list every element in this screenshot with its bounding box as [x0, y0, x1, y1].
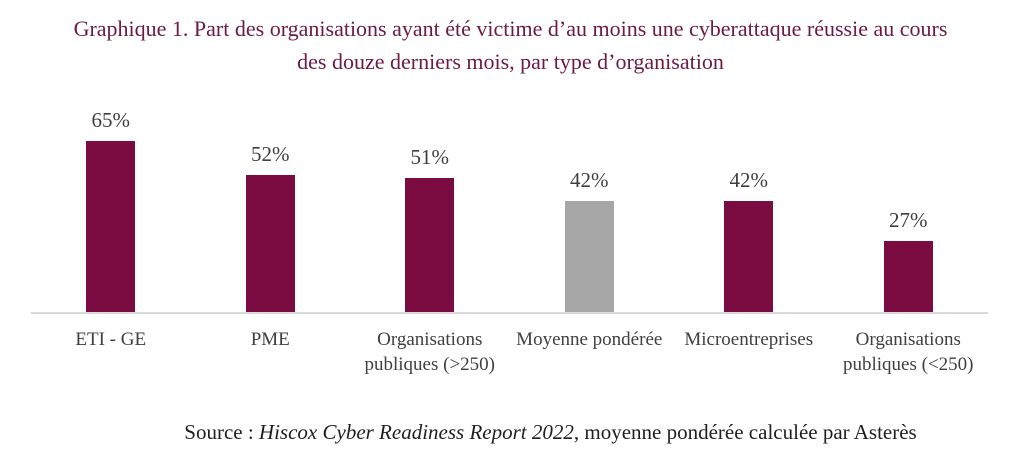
category-label: PME [250, 329, 290, 350]
bar-value-label: 65% [91, 108, 131, 132]
bar [883, 241, 933, 312]
category-label: Moyenne pondérée [516, 329, 663, 350]
bar [405, 178, 455, 312]
bar-slot: 42% [510, 98, 670, 312]
category-label: ETI - GE [75, 329, 147, 350]
bar-slot: 42% [669, 98, 829, 312]
chart-title-line2: des douze derniers mois, par type d’orga… [297, 49, 724, 74]
bar-slot: 27% [829, 98, 989, 312]
plot-area: 65% 52% 51% 42% 42% 27% [31, 98, 988, 314]
source-prefix: Source : [184, 420, 259, 444]
chart-title-line1: Graphique 1. Part des organisations ayan… [73, 16, 948, 41]
bar [724, 201, 774, 312]
category-label: Organisations publiques (>250) [364, 329, 495, 375]
bar-slot: 65% [31, 98, 191, 312]
bar [564, 201, 614, 312]
category-axis: ETI - GE PME Organisations publiques (>250… [31, 314, 988, 377]
bar-slot: 52% [191, 98, 351, 312]
bar-value-label: 42% [729, 168, 769, 192]
bar-slot: 51% [350, 98, 510, 312]
bar [86, 141, 136, 312]
source-suffix: , moyenne pondérée calculée par Asterès [573, 420, 917, 444]
chart-title: Graphique 1. Part des organisations ayan… [0, 0, 1021, 78]
category-label: Organisations publiques (<250) [842, 329, 974, 375]
source-caption: Source : Hiscox Cyber Readiness Report 2… [0, 420, 1021, 445]
bar-value-label: 52% [251, 142, 290, 166]
bar-value-label: 42% [570, 168, 609, 192]
bar [245, 175, 295, 312]
bar-value-label: 27% [889, 208, 928, 232]
bar-value-label: 51% [410, 145, 450, 169]
source-report-name: Hiscox Cyber Readiness Report 2022 [258, 420, 574, 444]
bar-chart: 65% 52% 51% 42% 42% 27% ETI - GE PME Organisati… [31, 98, 988, 377]
category-label: Microentreprises [684, 329, 814, 350]
